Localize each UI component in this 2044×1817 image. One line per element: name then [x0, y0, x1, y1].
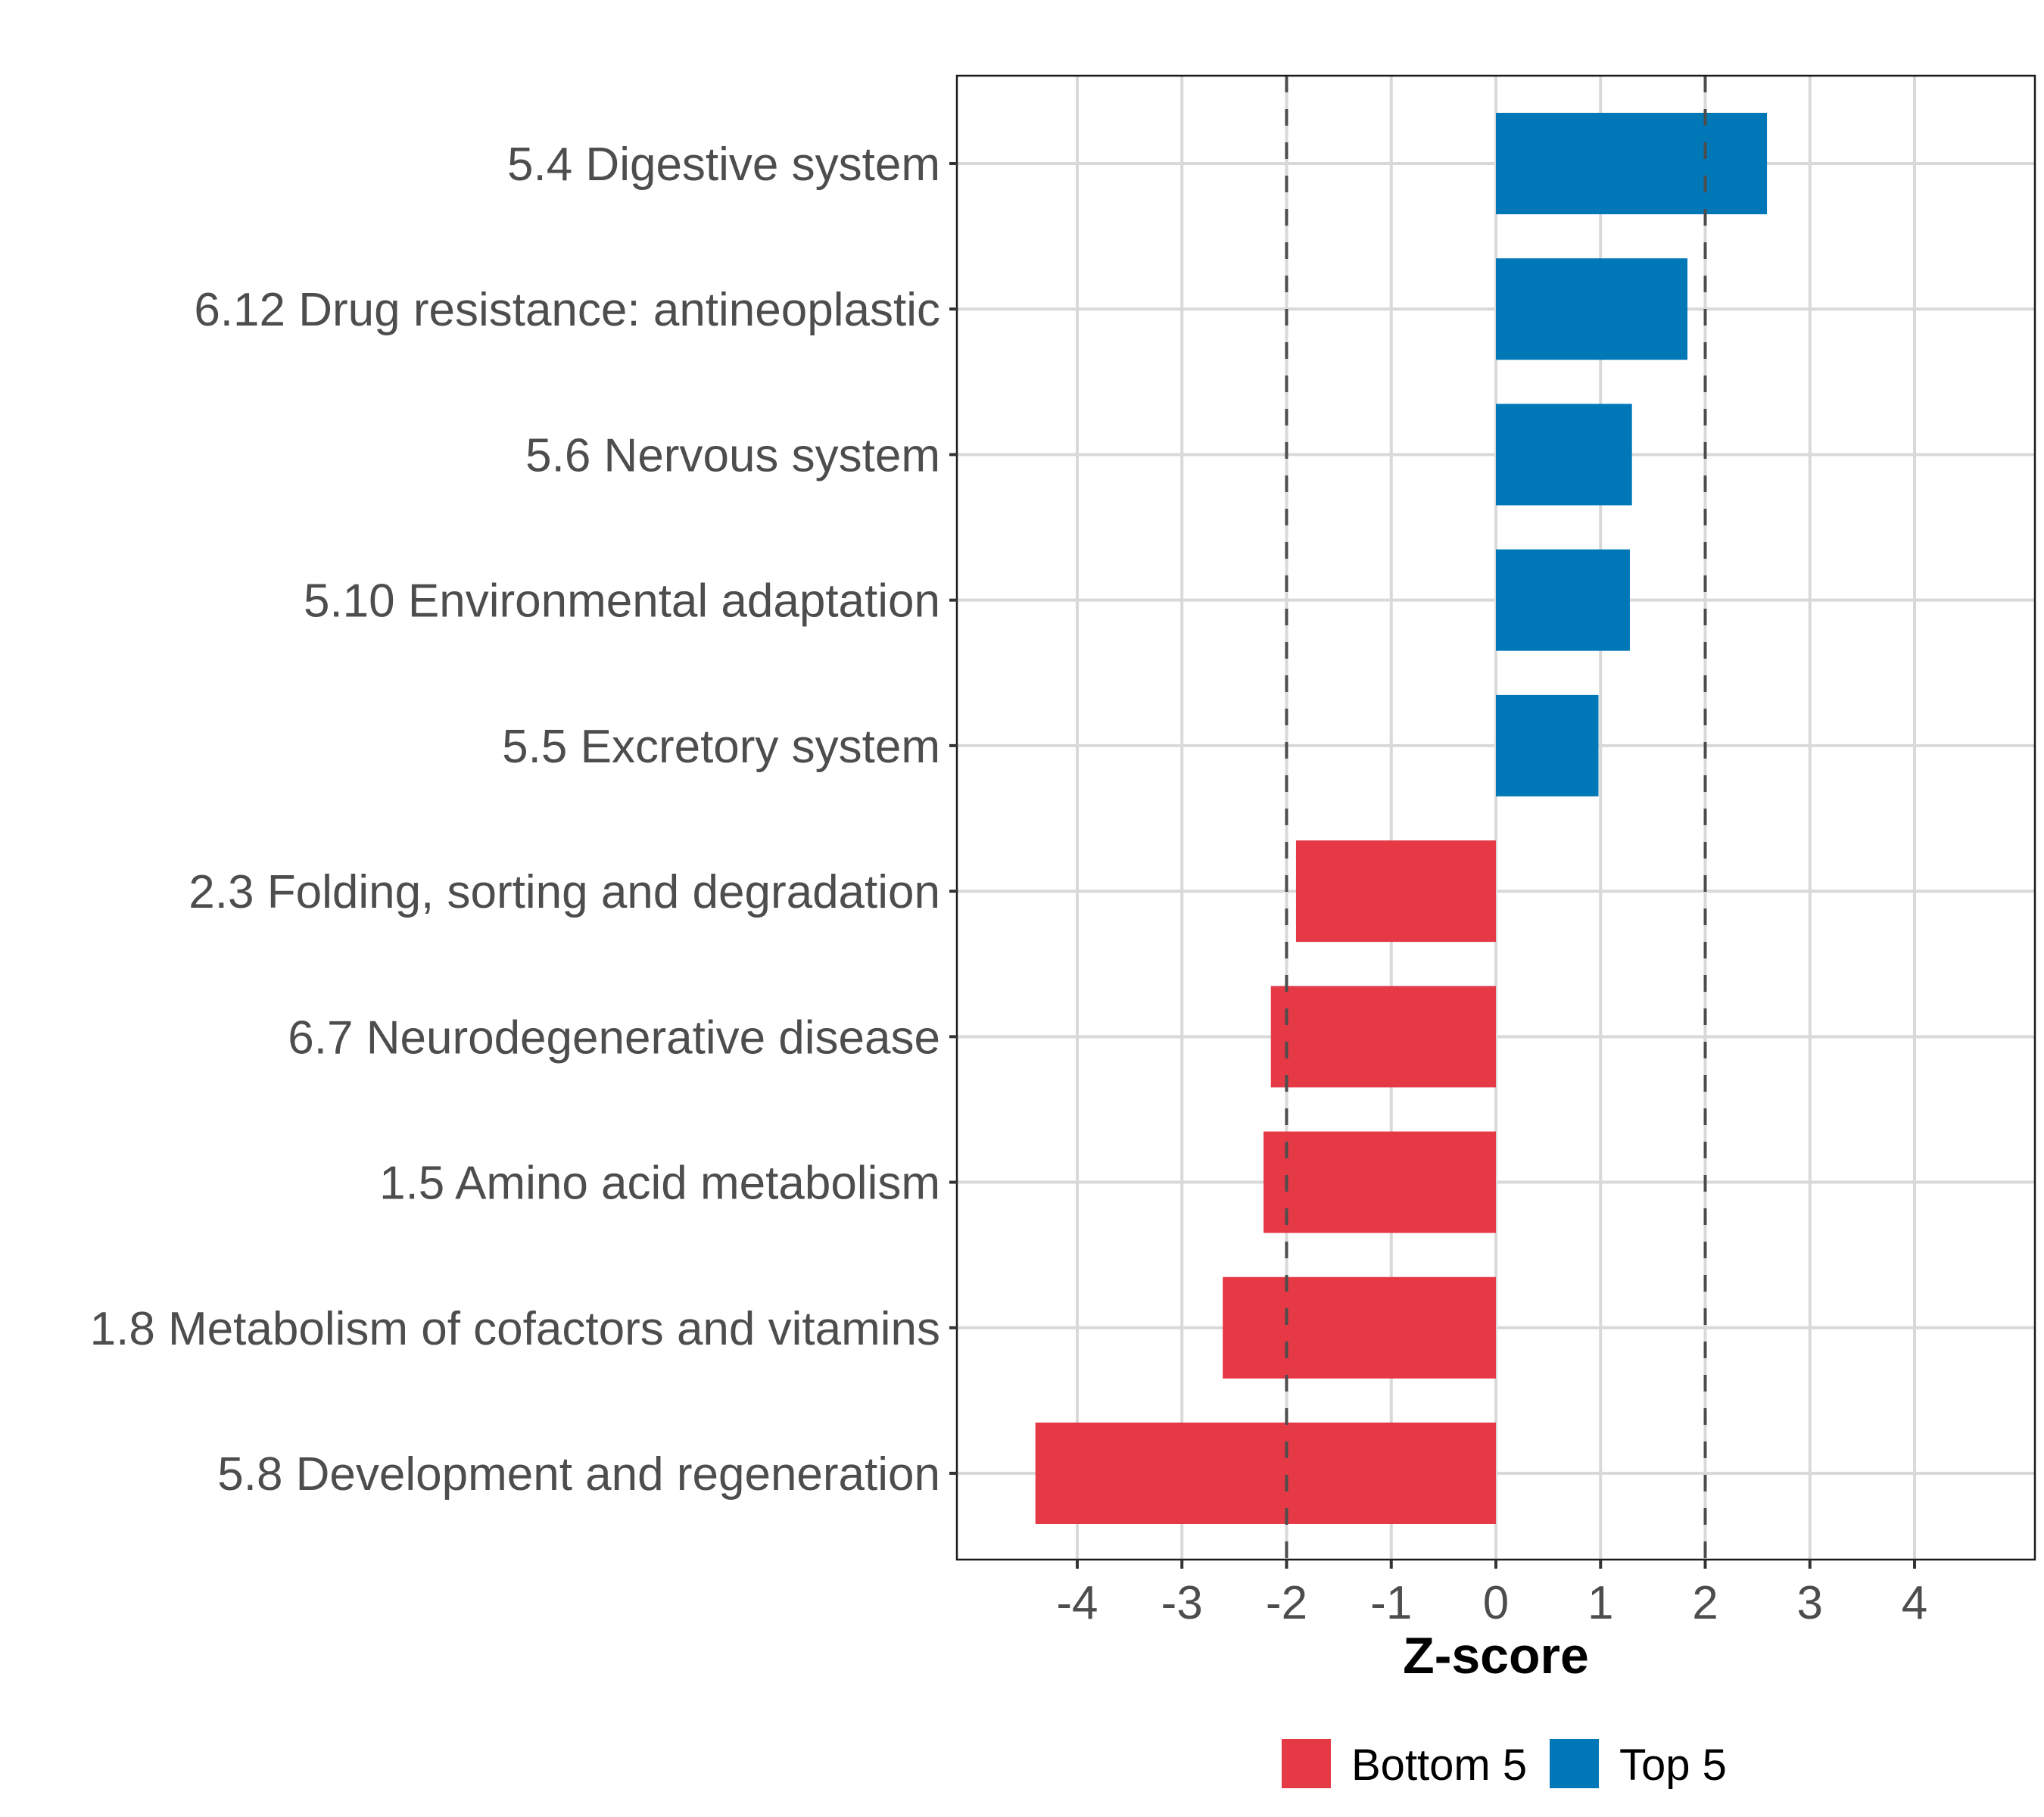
bar — [1496, 404, 1632, 506]
category-label: 1.8 Metabolism of cofactors and vitamins — [90, 1303, 940, 1355]
x-tick-label: -1 — [1370, 1577, 1412, 1629]
bar — [1223, 1276, 1496, 1379]
bar — [1496, 549, 1630, 651]
x-tick-label: -3 — [1161, 1577, 1203, 1629]
bar — [1035, 1423, 1496, 1524]
category-label: 5.6 Nervous system — [525, 429, 940, 482]
x-tick-label: 2 — [1692, 1577, 1718, 1629]
x-tick-label: 0 — [1483, 1577, 1509, 1629]
x-axis: -4 -3 -2 -1 0 1 2 3 4 — [1056, 1560, 1927, 1629]
category-label: 5.5 Excretory system — [502, 721, 940, 773]
y-axis: 5.4 Digestive system 6.12 Drug resistance… — [90, 139, 957, 1501]
bar — [1263, 1131, 1496, 1233]
x-tick-label: -4 — [1056, 1577, 1098, 1629]
x-tick-label: -2 — [1266, 1577, 1307, 1629]
category-label: 5.8 Development and regeneration — [217, 1448, 940, 1501]
category-label: 1.5 Amino acid metabolism — [379, 1158, 940, 1210]
x-tick-label: 4 — [1902, 1577, 1927, 1629]
legend: Bottom 5 Top 5 — [1282, 1739, 1727, 1790]
category-label: 5.4 Digestive system — [507, 139, 940, 191]
bars — [1035, 113, 1768, 1524]
legend-swatch — [1550, 1739, 1599, 1788]
category-label: 6.12 Drug resistance: antineoplastic — [194, 284, 940, 336]
category-label: 6.7 Neurodegenerative disease — [288, 1011, 940, 1064]
category-label: 5.10 Environmental adaptation — [304, 575, 940, 628]
category-label: 2.3 Folding, sorting and degradation — [189, 866, 940, 918]
bar — [1496, 694, 1599, 796]
legend-swatch — [1282, 1739, 1331, 1788]
x-axis-title: Z-score — [1403, 1627, 1589, 1685]
legend-label: Top 5 — [1619, 1741, 1727, 1790]
reference-lines — [1285, 76, 1707, 1560]
bar — [1496, 113, 1768, 214]
bar — [1295, 840, 1496, 943]
bar — [1496, 258, 1688, 360]
x-tick-label: 1 — [1588, 1577, 1613, 1629]
legend-label: Bottom 5 — [1351, 1741, 1527, 1790]
x-tick-label: 3 — [1797, 1577, 1823, 1629]
bar — [1270, 986, 1496, 1088]
